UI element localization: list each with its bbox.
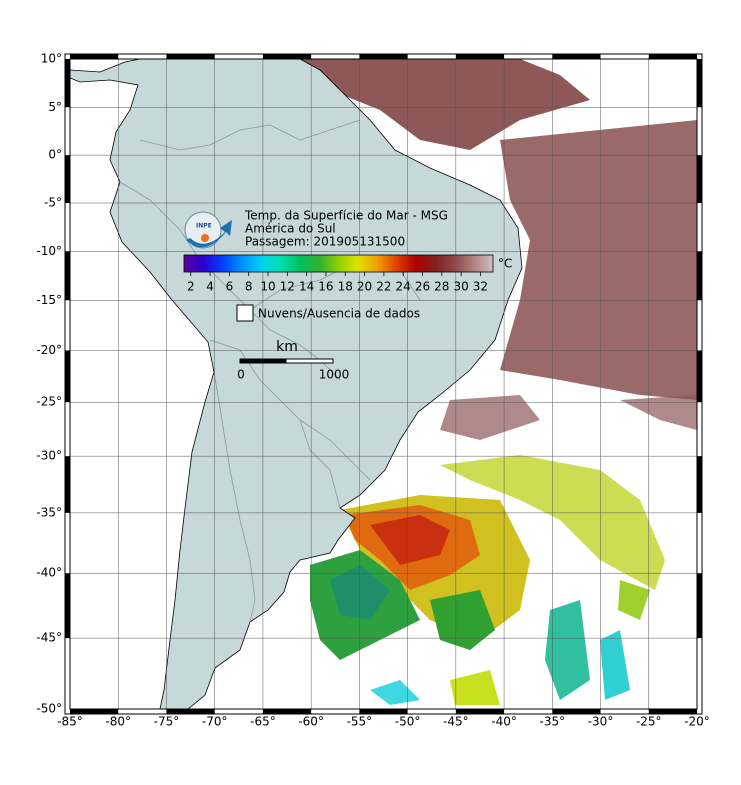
x-tick-label: -80° — [105, 715, 131, 729]
frame-segment — [166, 54, 215, 59]
scale-bar-label: 1000 — [319, 368, 350, 382]
y-tick-label: -40° — [36, 566, 62, 580]
grid — [70, 59, 697, 709]
x-tick-label: -85° — [57, 715, 83, 729]
scale-bar-unit: km — [276, 339, 298, 355]
frame-segment — [65, 59, 70, 108]
frame-segment — [359, 709, 408, 714]
frame-segment — [697, 155, 702, 204]
y-tick-label: -30° — [36, 449, 62, 463]
colorbar-tick-label: 28 — [434, 280, 449, 294]
colorbar: °C 2 4 6 8 10 12 14 16 18 20 22 24 26 28 30 32 — [183, 254, 512, 294]
x-tick-label: -50° — [395, 715, 421, 729]
frame-segment — [697, 251, 702, 301]
frame-segment — [65, 350, 70, 403]
colorbar-tick-label: 10 — [260, 280, 275, 294]
x-tick-label: -40° — [491, 715, 517, 729]
frame-segment — [552, 709, 601, 714]
frame-segment — [65, 573, 70, 639]
colorbar-tick-label: 18 — [338, 280, 353, 294]
colorbar-tick-label: 14 — [299, 280, 314, 294]
frame-segment — [65, 456, 70, 513]
map-body — [70, 59, 697, 709]
frame-segment — [552, 54, 601, 59]
map-subtitle: América do Sul — [245, 222, 336, 236]
frame-segment — [359, 54, 408, 59]
x-tick-label: -20° — [684, 715, 710, 729]
colorbar-tick-label: 16 — [318, 280, 333, 294]
y-tick-label: 5° — [48, 100, 62, 114]
y-tick-label: -50° — [36, 702, 62, 716]
colorbar-tick-label: 22 — [376, 280, 391, 294]
logo-text: INPE — [196, 223, 212, 230]
frame-segment — [262, 709, 312, 714]
colorbar-tick-label: 32 — [473, 280, 488, 294]
frame — [64, 53, 703, 715]
x-tick-label: -25° — [636, 715, 662, 729]
frame-segment — [70, 54, 119, 59]
colorbar-ramp — [183, 254, 494, 273]
x-tick-label: -35° — [540, 715, 566, 729]
x-tick-label: -70° — [202, 715, 228, 729]
continent — [70, 59, 523, 709]
x-tick-label: -60° — [298, 715, 324, 729]
legend-label: Nuvens/Ausencia de dados — [258, 307, 420, 321]
frame-segment — [70, 709, 119, 714]
pass-label: Passagem: 201905131500 — [245, 235, 405, 249]
colorbar-tick-label: 2 — [187, 280, 195, 294]
y-tick-label: -20° — [36, 343, 62, 357]
frame-segment — [697, 350, 702, 403]
y-tick-label: -35° — [36, 505, 62, 519]
frame-segment — [455, 709, 505, 714]
frame-segment — [65, 251, 70, 301]
frame-segment — [697, 456, 702, 513]
colorbar-tick-label: 6 — [226, 280, 234, 294]
legend-swatch — [236, 304, 254, 322]
colorbar-tick-label: 4 — [206, 280, 214, 294]
y-tick-label: -25° — [36, 395, 62, 409]
map-title: Temp. da Superfície do Mar - MSG — [244, 209, 448, 223]
y-tick-label: -5° — [44, 196, 62, 210]
scale-bar-label: 0 — [237, 368, 245, 382]
frame-segment — [455, 54, 505, 59]
y-tick-label: -10° — [36, 244, 62, 258]
sst-tropical — [300, 59, 697, 440]
frame-segment — [648, 54, 697, 59]
y-tick-label: -15° — [36, 293, 62, 307]
x-tick-label: -55° — [347, 715, 373, 729]
x-tick-label: -75° — [154, 715, 180, 729]
y-tick-label: 10° — [41, 52, 62, 66]
colorbar-tick-label: 30 — [453, 280, 468, 294]
x-tick-label: -45° — [443, 715, 469, 729]
colorbar-tick-label: 26 — [415, 280, 430, 294]
scale-bar-segment — [240, 359, 287, 363]
frame-segment — [697, 573, 702, 639]
colorbar-tick-label: 20 — [357, 280, 372, 294]
x-tick-label: -65° — [250, 715, 276, 729]
colorbar-unit: °C — [498, 257, 512, 271]
colorbar-tick-label: 12 — [280, 280, 295, 294]
logo: INPE — [184, 211, 232, 249]
frame-segment — [65, 155, 70, 204]
frame-segment — [166, 709, 215, 714]
frame-segment — [262, 54, 312, 59]
x-tick-label: -30° — [588, 715, 614, 729]
frame-segment — [697, 59, 702, 108]
y-tick-label: 0° — [48, 148, 62, 162]
colorbar-tick-label: 24 — [396, 280, 411, 294]
frame-segment — [648, 709, 697, 714]
sst-south — [310, 455, 665, 705]
scale-bar: km 0 1000 — [237, 339, 349, 382]
y-tick-label: -45° — [36, 631, 62, 645]
colorbar-tick-label: 8 — [245, 280, 253, 294]
axis-labels: -85° -80° -75° -70° -65° -60° -55° -50° -45° -40°… — [36, 52, 709, 729]
